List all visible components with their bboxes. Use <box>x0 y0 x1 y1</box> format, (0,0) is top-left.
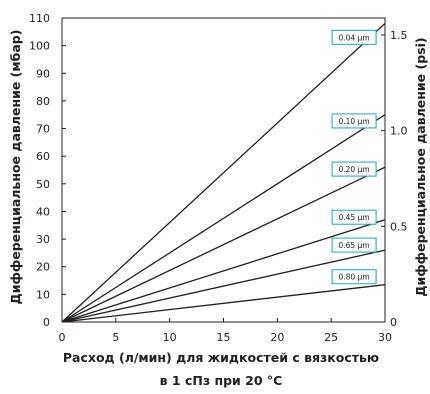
series-label-text-0: 0.04 μm <box>338 33 369 42</box>
series-label-text-2: 0.20 μm <box>338 165 369 174</box>
series-label-box-2 <box>331 161 377 177</box>
series-label-box-3 <box>331 209 377 225</box>
y-left-tick-label: 50 <box>36 178 50 191</box>
y-left-tick-label: 100 <box>29 40 50 53</box>
y-left-tick-label: 80 <box>36 95 50 108</box>
series-label-box-1 <box>331 113 377 129</box>
series-line-3 <box>61 219 386 323</box>
x-tick-label: 30 <box>378 331 392 344</box>
series-line-5 <box>61 284 386 323</box>
y-left-tick-label: 60 <box>36 150 50 163</box>
x-tick-label: 20 <box>270 331 284 344</box>
x-tick-label: 25 <box>324 331 338 344</box>
series-label-text-1: 0.10 μm <box>338 117 369 126</box>
series-line-0 <box>61 23 386 323</box>
y-left-tick-label: 70 <box>36 123 50 136</box>
series-line-1 <box>61 114 386 323</box>
series-lines <box>61 23 386 323</box>
series-labels: 0.04 μm 0.10 μm 0.20 μm 0.45 μm 0.65 μm 0.80 … <box>331 29 377 285</box>
y-right-tick-label: 0 <box>390 316 397 329</box>
y-right-tick-label: 0.5 <box>390 220 408 233</box>
series-label-text-3: 0.45 μm <box>338 213 369 222</box>
x-tick-label: 15 <box>217 331 231 344</box>
y-left-tick-label: 10 <box>36 288 50 301</box>
x-axis-title-line2: в 1 сПз при 20 °C <box>160 373 283 388</box>
series-label-box-0 <box>331 29 377 45</box>
y-left-tick-label: 30 <box>36 233 50 246</box>
x-tick-label: 0 <box>59 331 66 344</box>
y-left-tick-label: 20 <box>36 261 50 274</box>
series-line-4 <box>61 249 386 323</box>
series-label-box-4 <box>331 237 377 253</box>
y-axis-right-title: Дифференциальное давление (psi) <box>413 37 428 296</box>
series-line-2 <box>61 166 386 323</box>
y-left-tick-label: 90 <box>36 67 50 80</box>
x-tick-label: 5 <box>112 331 119 344</box>
y-right-tick-label: 1.5 <box>390 29 408 42</box>
series-label-text-4: 0.65 μm <box>338 241 369 250</box>
tick-labels: 0 10 20 30 40 50 60 70 80 90 100 110 0 5 10 15 20 25 30 0 0.… <box>29 12 408 344</box>
series-label-box-5 <box>331 269 377 285</box>
series-label-text-5: 0.80 μm <box>338 273 369 282</box>
y-left-tick-label: 0 <box>43 316 50 329</box>
y-left-tick-label: 110 <box>29 12 50 25</box>
x-axis-title-line1: Расход (л/мин) для жидкостей с вязкостью <box>63 350 379 365</box>
x-tick-label: 10 <box>163 331 177 344</box>
y-axis-left-title: Дифференциальное давление (мбар) <box>8 30 23 305</box>
y-left-tick-label: 40 <box>36 205 50 218</box>
y-right-tick-label: 1.0 <box>390 125 408 138</box>
